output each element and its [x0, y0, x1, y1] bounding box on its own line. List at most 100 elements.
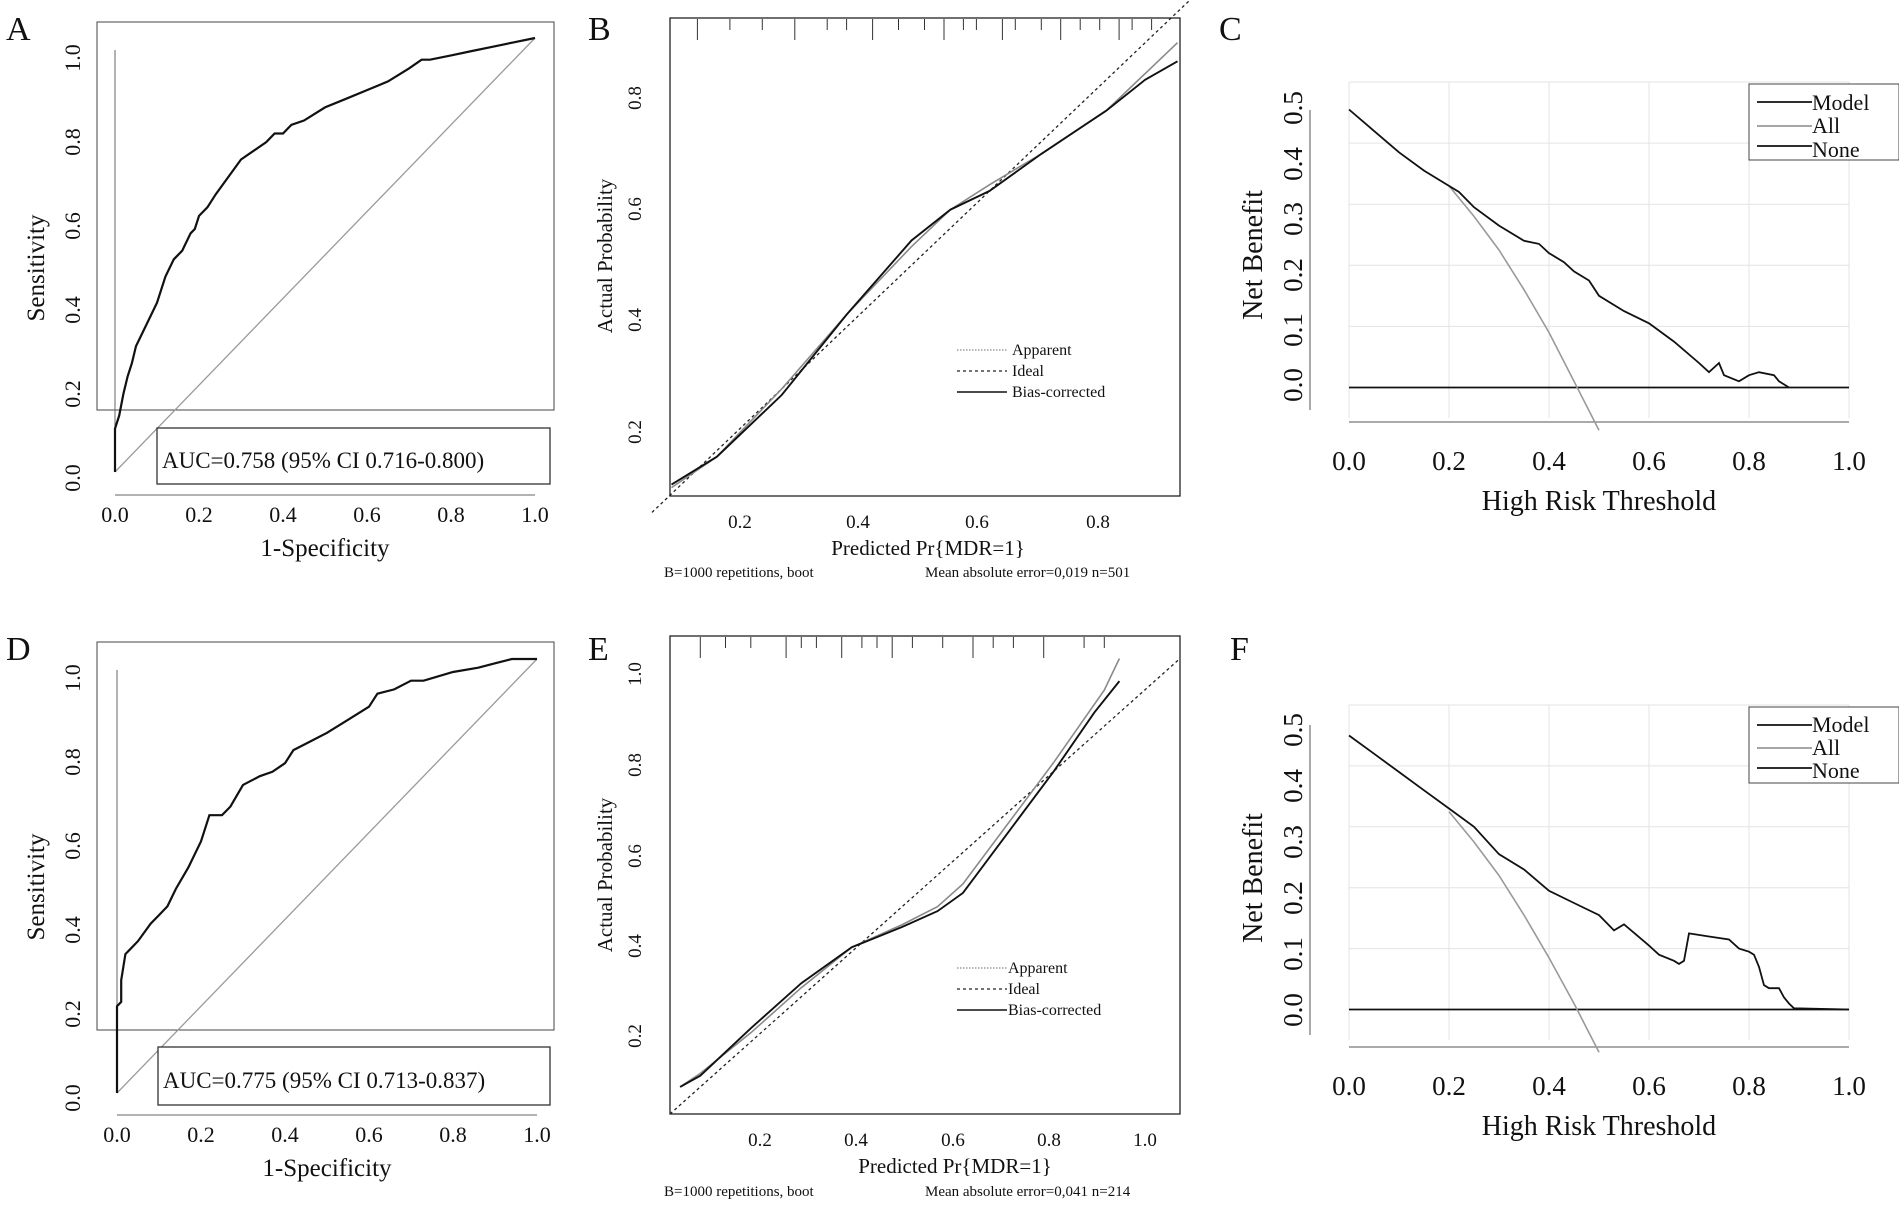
panel-d-ytick-0: 0.0: [60, 1084, 85, 1112]
panel-d-xtick-1: 0.2: [187, 1122, 215, 1147]
panel-a-reference-line: [114, 37, 536, 473]
panel-c-xtick-3: 0.6: [1632, 446, 1666, 476]
panel-label-f: F: [1230, 631, 1249, 668]
panel-b-calibration: 0.2 0.4 0.6 0.8 0.2 0.4 0.6 0.8 Predicte…: [593, 0, 1191, 581]
panel-e-calibration: 0.2 0.4 0.6 0.8 1.0 0.2 0.4 0.6 0.8 1.0 …: [593, 635, 1181, 1200]
panel-c-legend: Model All None: [1748, 83, 1899, 162]
panel-e-x-ticks: 0.2 0.4 0.6 0.8 1.0: [748, 1130, 1157, 1151]
panel-f-model-line: [1348, 734, 1850, 1011]
panel-e-frame: [669, 635, 1181, 1115]
panel-label-d: D: [6, 631, 31, 668]
panel-f-xtick-0: 0.0: [1332, 1071, 1366, 1101]
panel-c-legend-model: Model: [1812, 90, 1869, 115]
panel-f-ytick-5: 0.5: [1278, 713, 1308, 747]
panel-a-xtick-0: 0.0: [101, 502, 129, 527]
panel-c-x-label: High Risk Threshold: [1482, 486, 1716, 517]
panel-b-ytick-0: 0.2: [625, 420, 646, 444]
panel-d-roc-curve: [115, 657, 537, 1093]
panel-b-footnote-right: Mean absolute error=0,019 n=501: [925, 565, 1130, 581]
panel-e-xtick-0: 0.2: [748, 1130, 772, 1151]
panel-d-y-label: Sensitivity: [23, 833, 50, 940]
panel-a-roc-curve: [113, 36, 536, 472]
panel-d-xtick-2: 0.4: [271, 1122, 299, 1147]
panel-e-bias-corrected-line: [679, 680, 1121, 1088]
panel-a-y-ticks: 0.0 0.2 0.4 0.6 0.8 1.0: [60, 44, 85, 492]
panel-e-footnote-right: Mean absolute error=0,041 n=214: [925, 1184, 1131, 1200]
panel-e-y-label: Actual Probability: [593, 797, 617, 952]
panel-f-xtick-4: 0.8: [1732, 1071, 1766, 1101]
panel-b-xtick-1: 0.4: [846, 512, 870, 533]
panel-d-frame: [96, 641, 555, 1031]
panel-e-legend-ideal: Ideal: [1008, 981, 1041, 998]
panel-d-ytick-2: 0.4: [60, 916, 85, 944]
panel-d-x-ticks: 0.0 0.2 0.4 0.6 0.8 1.0: [103, 1122, 551, 1147]
panel-d-xtick-3: 0.6: [355, 1122, 383, 1147]
panel-c-legend-all: All: [1812, 113, 1840, 138]
panel-b-footnote-left: B=1000 repetitions, boot: [664, 565, 815, 581]
panel-f-legend: Model All None: [1748, 706, 1899, 784]
panel-e-ytick-4: 1.0: [625, 662, 646, 686]
panel-f-xtick-1: 0.2: [1432, 1071, 1466, 1101]
panel-f-x-ticks: 0.0 0.2 0.4 0.6 0.8 1.0: [1332, 1071, 1866, 1101]
panel-b-ytick-2: 0.6: [625, 197, 646, 221]
panel-d-xtick-0: 0.0: [103, 1122, 131, 1147]
panel-e-y-ticks: 0.2 0.4 0.6 0.8 1.0: [625, 662, 646, 1048]
panel-f-legend-all: All: [1812, 735, 1840, 760]
panel-a-y-label: Sensitivity: [23, 214, 50, 321]
panel-c-legend-none: None: [1812, 137, 1860, 162]
panel-a-xtick-2: 0.4: [269, 502, 297, 527]
panel-f-xtick-3: 0.6: [1632, 1071, 1666, 1101]
panel-c-x-ticks: 0.0 0.2 0.4 0.6 0.8 1.0: [1332, 446, 1866, 476]
panel-f-y-ticks: 0.0 0.1 0.2 0.3 0.4 0.5: [1278, 713, 1308, 1027]
panel-d-y-ticks: 0.0 0.2 0.4 0.6 0.8 1.0: [60, 664, 85, 1112]
panel-c-ytick-2: 0.2: [1278, 258, 1308, 292]
panel-f-all-line: [1448, 811, 1600, 1053]
panel-e-ytick-1: 0.4: [625, 934, 646, 958]
panel-c-decision-curve: 0.0 0.1 0.2 0.3 0.4 0.5 0.0 0.2 0.4 0.6 …: [1238, 81, 1899, 517]
panel-label-a: A: [6, 11, 31, 48]
panel-a-ytick-0: 0.0: [60, 464, 85, 492]
panel-e-footnote-left: B=1000 repetitions, boot: [664, 1184, 815, 1200]
panel-a-auc-box: [156, 427, 551, 485]
panel-a-xtick-5: 1.0: [521, 502, 549, 527]
panel-label-e: E: [588, 631, 609, 668]
panel-b-legend: Apparent Ideal Bias-corrected: [957, 342, 1105, 401]
panel-b-y-label: Actual Probability: [593, 178, 617, 333]
panel-c-ytick-5: 0.5: [1278, 91, 1308, 125]
panel-c-ytick-0: 0.0: [1278, 368, 1308, 402]
panel-a-xtick-3: 0.6: [353, 502, 381, 527]
panel-d-xtick-5: 1.0: [523, 1122, 551, 1147]
panel-d-ytick-4: 0.8: [60, 748, 85, 776]
panel-d-ytick-3: 0.6: [60, 832, 85, 860]
panel-b-ideal-line: [651, 0, 1191, 513]
panel-b-ytick-3: 0.8: [625, 86, 646, 110]
panel-c-xtick-5: 1.0: [1832, 446, 1866, 476]
panel-a-ytick-2: 0.4: [60, 296, 85, 324]
panel-d-ytick-1: 0.2: [60, 1000, 85, 1028]
panel-b-x-label: Predicted Pr{MDR=1}: [831, 536, 1025, 560]
panel-f-ytick-0: 0.0: [1278, 993, 1308, 1027]
panel-e-xtick-4: 1.0: [1133, 1130, 1157, 1151]
panel-a-ytick-5: 1.0: [60, 44, 85, 72]
panel-f-legend-none: None: [1812, 758, 1860, 783]
panel-f-legend-model: Model: [1812, 712, 1869, 737]
panel-b-x-ticks: 0.2 0.4 0.6 0.8: [728, 512, 1110, 533]
panel-b-xtick-3: 0.8: [1086, 512, 1110, 533]
panel-b-bias-corrected-line: [671, 60, 1178, 486]
panel-a-auc-text: AUC=0.758 (95% CI 0.716-0.800): [162, 448, 484, 473]
panel-b-xtick-0: 0.2: [728, 512, 752, 533]
panel-f-xtick-5: 1.0: [1832, 1071, 1866, 1101]
panel-c-ytick-4: 0.4: [1278, 147, 1308, 181]
panel-c-xtick-4: 0.8: [1732, 446, 1766, 476]
panel-d-reference-line: [116, 658, 538, 1094]
panel-e-xtick-3: 0.8: [1037, 1130, 1061, 1151]
panel-a-ytick-1: 0.2: [60, 380, 85, 408]
panel-label-b: B: [588, 11, 611, 48]
panel-a-xtick-1: 0.2: [185, 502, 213, 527]
panel-e-apparent-line: [679, 658, 1121, 1088]
panel-b-legend-ideal: Ideal: [1012, 363, 1045, 380]
panel-b-rug: [696, 19, 1153, 40]
panel-c-y-ticks: 0.0 0.1 0.2 0.3 0.4 0.5: [1278, 91, 1308, 402]
